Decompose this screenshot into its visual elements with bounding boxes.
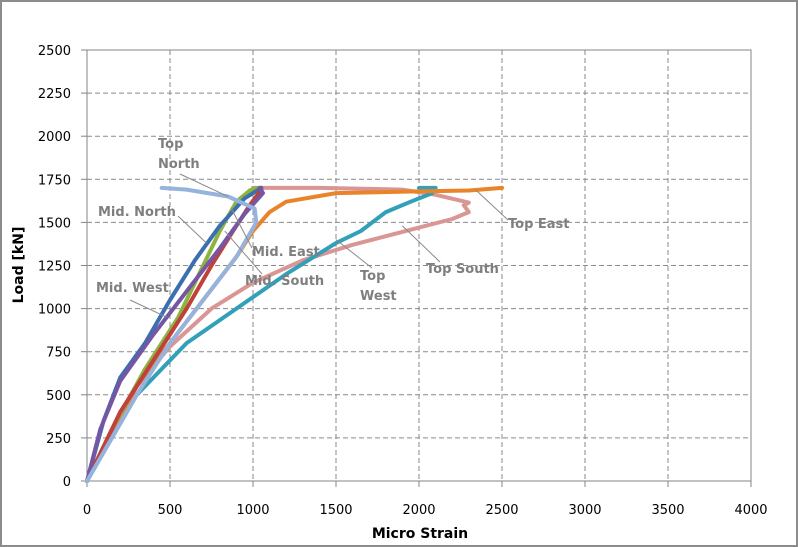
x-tick-label: 0 [83, 503, 91, 518]
annotation-label-mid-west: Mid. West [96, 281, 169, 296]
annotation-label-top-west: Top [360, 269, 385, 284]
annotation-leader-top-east [475, 190, 508, 220]
y-tick-label: 1250 [38, 260, 71, 275]
grid [87, 50, 751, 481]
y-tick-label: 1000 [38, 303, 71, 318]
annotation-leader-mid-north [178, 216, 207, 243]
annotation-label-top-west: West [360, 289, 397, 304]
y-tick-label: 750 [46, 346, 71, 361]
annotation-label-mid-south: Mid. South [245, 274, 324, 289]
y-tick-label: 500 [46, 389, 71, 404]
annotation-label-top-east: Top East [508, 217, 570, 232]
x-tick-label: 4000 [734, 503, 767, 518]
x-tick-label: 2000 [402, 503, 435, 518]
y-tick-label: 1750 [38, 173, 71, 188]
x-tick-label: 500 [158, 503, 183, 518]
annotation-label-mid-east: Mid. East [252, 245, 320, 260]
series-line-top-west [87, 188, 436, 481]
series-group [87, 188, 502, 481]
y-tick-label: 1500 [38, 216, 71, 231]
y-tick-label: 0 [63, 475, 71, 490]
annotations: Top North Mid. North Mid. West Mid. East Mid.… [96, 137, 570, 317]
x-tick-label: 2500 [485, 503, 518, 518]
annotation-leader-top-south [402, 226, 440, 262]
x-axis-title: Micro Strain [372, 526, 468, 542]
x-tick-label: 3000 [568, 503, 601, 518]
series-line-top-south [87, 188, 469, 481]
y-axis-title: Load [kN] [11, 227, 27, 304]
x-tick-label: 1000 [236, 503, 269, 518]
annotation-label-top-north: Top [158, 137, 183, 152]
annotation-label-mid-north: Mid. North [98, 205, 176, 220]
annotation-label-top-south: Top South [426, 262, 499, 277]
y-tick-label: 2500 [38, 44, 71, 59]
x-tick-label: 1500 [319, 503, 352, 518]
annotation-label-top-north: North [158, 157, 200, 172]
x-tick-label: 3500 [651, 503, 684, 518]
y-tick-label: 250 [46, 432, 71, 447]
y-tick-label: 2250 [38, 87, 71, 102]
y-tick-label: 2000 [38, 130, 71, 145]
